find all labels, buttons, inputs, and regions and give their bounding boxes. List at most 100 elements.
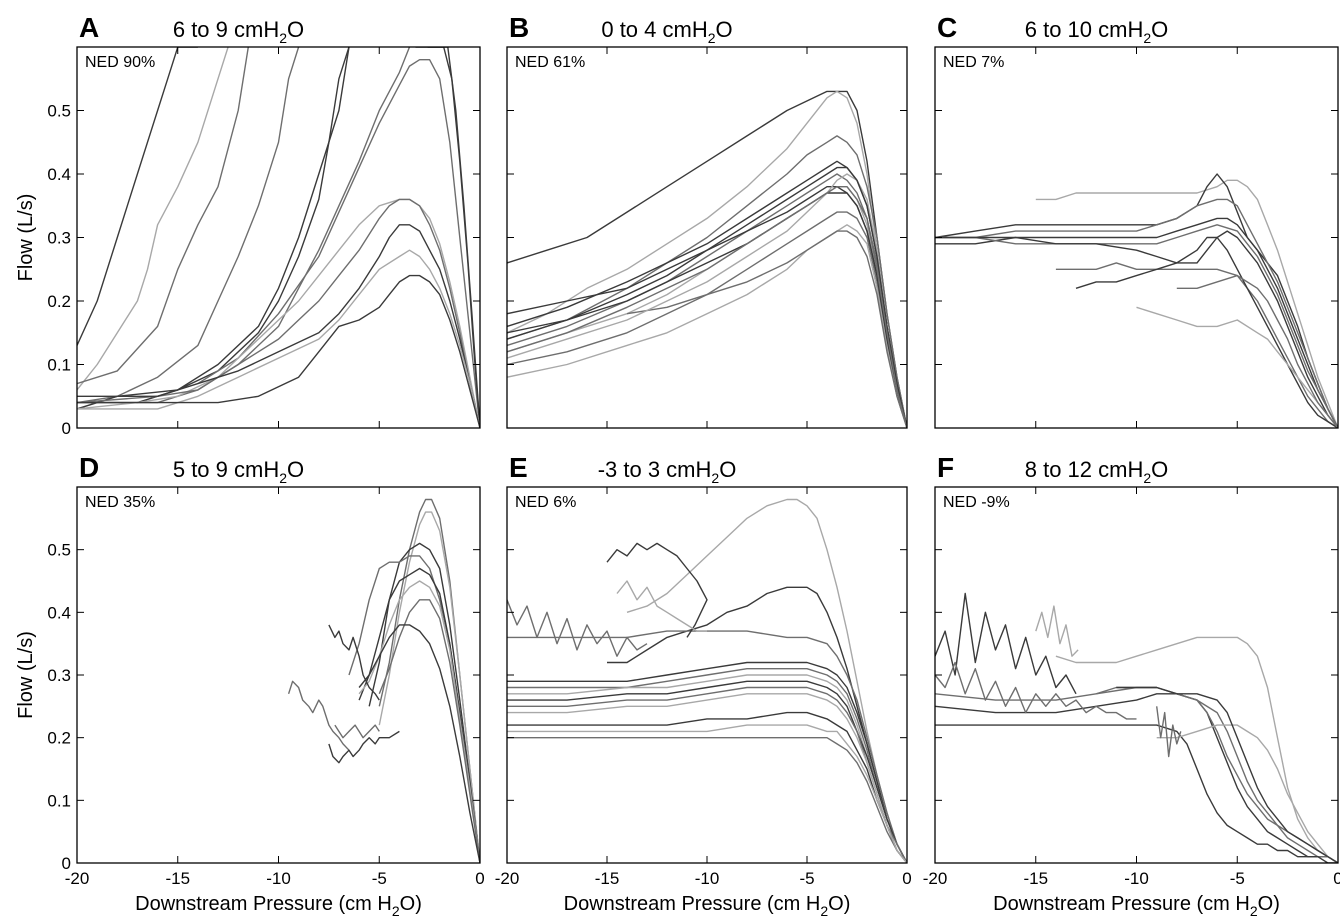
series-group	[507, 498, 907, 863]
text-main: 0 to 4 cmH	[601, 17, 707, 42]
series-line-9	[415, 47, 480, 428]
series-line-7	[77, 47, 411, 404]
series-line-11	[626, 230, 907, 428]
xtick-label: 0	[902, 869, 911, 888]
series-line-1	[378, 498, 480, 863]
series-line-12	[507, 724, 907, 863]
panel-letter: E	[509, 452, 528, 483]
series-line-5	[935, 224, 1338, 428]
series-line-13	[606, 542, 708, 638]
ytick-label: 0.3	[47, 229, 71, 248]
series-line-8	[358, 624, 480, 863]
xtick-label: -5	[1230, 869, 1245, 888]
panel-letter: B	[509, 12, 529, 43]
y-axis-label: Flow (L/s)	[15, 194, 37, 282]
series-line-3	[935, 198, 1338, 428]
series-line-10	[427, 47, 480, 428]
series-line-2	[935, 693, 1338, 863]
ned-annotation: NED 6%	[515, 494, 576, 511]
series-line-12	[77, 198, 480, 428]
series-line-8	[507, 211, 907, 428]
xtick-label: 0	[1333, 869, 1340, 888]
text-main: Downstream Pressure (cm H	[135, 893, 392, 915]
series-line-11	[507, 737, 907, 863]
text-end: O)	[1258, 893, 1280, 915]
series-line-8	[197, 59, 480, 428]
text-end: O	[719, 457, 736, 482]
panel-letter: A	[79, 12, 99, 43]
series-line-3	[77, 47, 249, 385]
series-line-7	[1116, 686, 1338, 863]
series-line-13	[77, 224, 480, 428]
series-line-6	[507, 674, 907, 863]
xtick-label: -15	[1023, 869, 1048, 888]
series-line-9	[328, 624, 380, 701]
ned-annotation: NED 35%	[85, 494, 155, 511]
panel-title: -3 to 3 cmH2O	[598, 457, 737, 486]
xtick-label: -15	[595, 869, 620, 888]
x-axis-label: Downstream Pressure (cm H2O)	[135, 893, 422, 919]
ytick-label: 0.3	[47, 666, 71, 685]
text-end: O	[716, 17, 733, 42]
panel-a: 0 0.1 0.2 0.3 0.4 0.5 A 6 to 9 cmH2O NED 90% Flow…	[15, 12, 481, 438]
panel-title: 0 to 4 cmH2O	[601, 17, 732, 46]
x-axis-label: Downstream Pressure (cm H2O)	[993, 893, 1280, 919]
plot-frame	[76, 46, 481, 429]
ytick-label: 0.2	[47, 292, 71, 311]
series-line-3	[507, 135, 907, 428]
text-main: Downstream Pressure (cm H	[564, 893, 821, 915]
text-subscript: 2	[708, 30, 716, 46]
series-line-5	[1095, 686, 1338, 863]
series-line-1	[77, 47, 198, 346]
series-line-10	[507, 192, 907, 428]
series-line-8	[507, 686, 907, 863]
y-axis-label: Flow (L/s)	[15, 631, 37, 719]
xtick-label: -20	[923, 869, 948, 888]
series-line-7	[378, 599, 480, 863]
panel-title: 5 to 9 cmH2O	[173, 457, 304, 486]
xtick-label: -20	[495, 869, 520, 888]
text-subscript: 2	[820, 903, 828, 919]
text-main: -3 to 3 cmH	[598, 457, 712, 482]
ytick-label: 0.5	[47, 541, 71, 560]
x-axis-label: Downstream Pressure (cm H2O)	[564, 893, 851, 919]
series-line-2	[378, 511, 480, 863]
series-line-4	[935, 724, 1338, 863]
ytick-label: 0	[62, 419, 71, 438]
xtick-label: -10	[1124, 869, 1149, 888]
series-line-10	[507, 711, 907, 863]
text-subscript: 2	[1143, 470, 1151, 486]
series-line-2	[935, 173, 1338, 428]
series-line-5	[507, 668, 907, 863]
text-end: O	[1151, 17, 1168, 42]
series-line-1	[1035, 179, 1338, 428]
text-end: O	[287, 17, 304, 42]
text-main: 5 to 9 cmH	[173, 457, 279, 482]
ned-annotation: NED 90%	[85, 54, 155, 71]
text-subscript: 2	[279, 30, 287, 46]
series-line-6	[77, 47, 350, 404]
text-subscript: 2	[1250, 903, 1258, 919]
ytick-label: 0.5	[47, 102, 71, 121]
series-line-9	[507, 693, 907, 863]
text-subscript: 2	[1143, 30, 1151, 46]
ned-annotation: NED 61%	[515, 54, 585, 71]
series-line-7	[1055, 262, 1338, 428]
series-line-11	[328, 730, 400, 764]
series-line-15	[77, 274, 480, 428]
series-group	[507, 90, 907, 428]
plot-frame	[934, 486, 1339, 864]
text-subscript: 2	[279, 470, 287, 486]
xtick-label: -5	[799, 869, 814, 888]
series-group	[77, 47, 480, 428]
series-line-8	[935, 592, 1077, 695]
ytick-label: 0.4	[47, 165, 71, 184]
panel-letter: F	[937, 452, 954, 483]
text-main: 8 to 12 cmH	[1025, 457, 1144, 482]
series-line-12	[334, 724, 380, 739]
xtick-label: -10	[266, 869, 291, 888]
text-main: 6 to 9 cmH	[173, 17, 279, 42]
panel-letter: D	[79, 452, 99, 483]
